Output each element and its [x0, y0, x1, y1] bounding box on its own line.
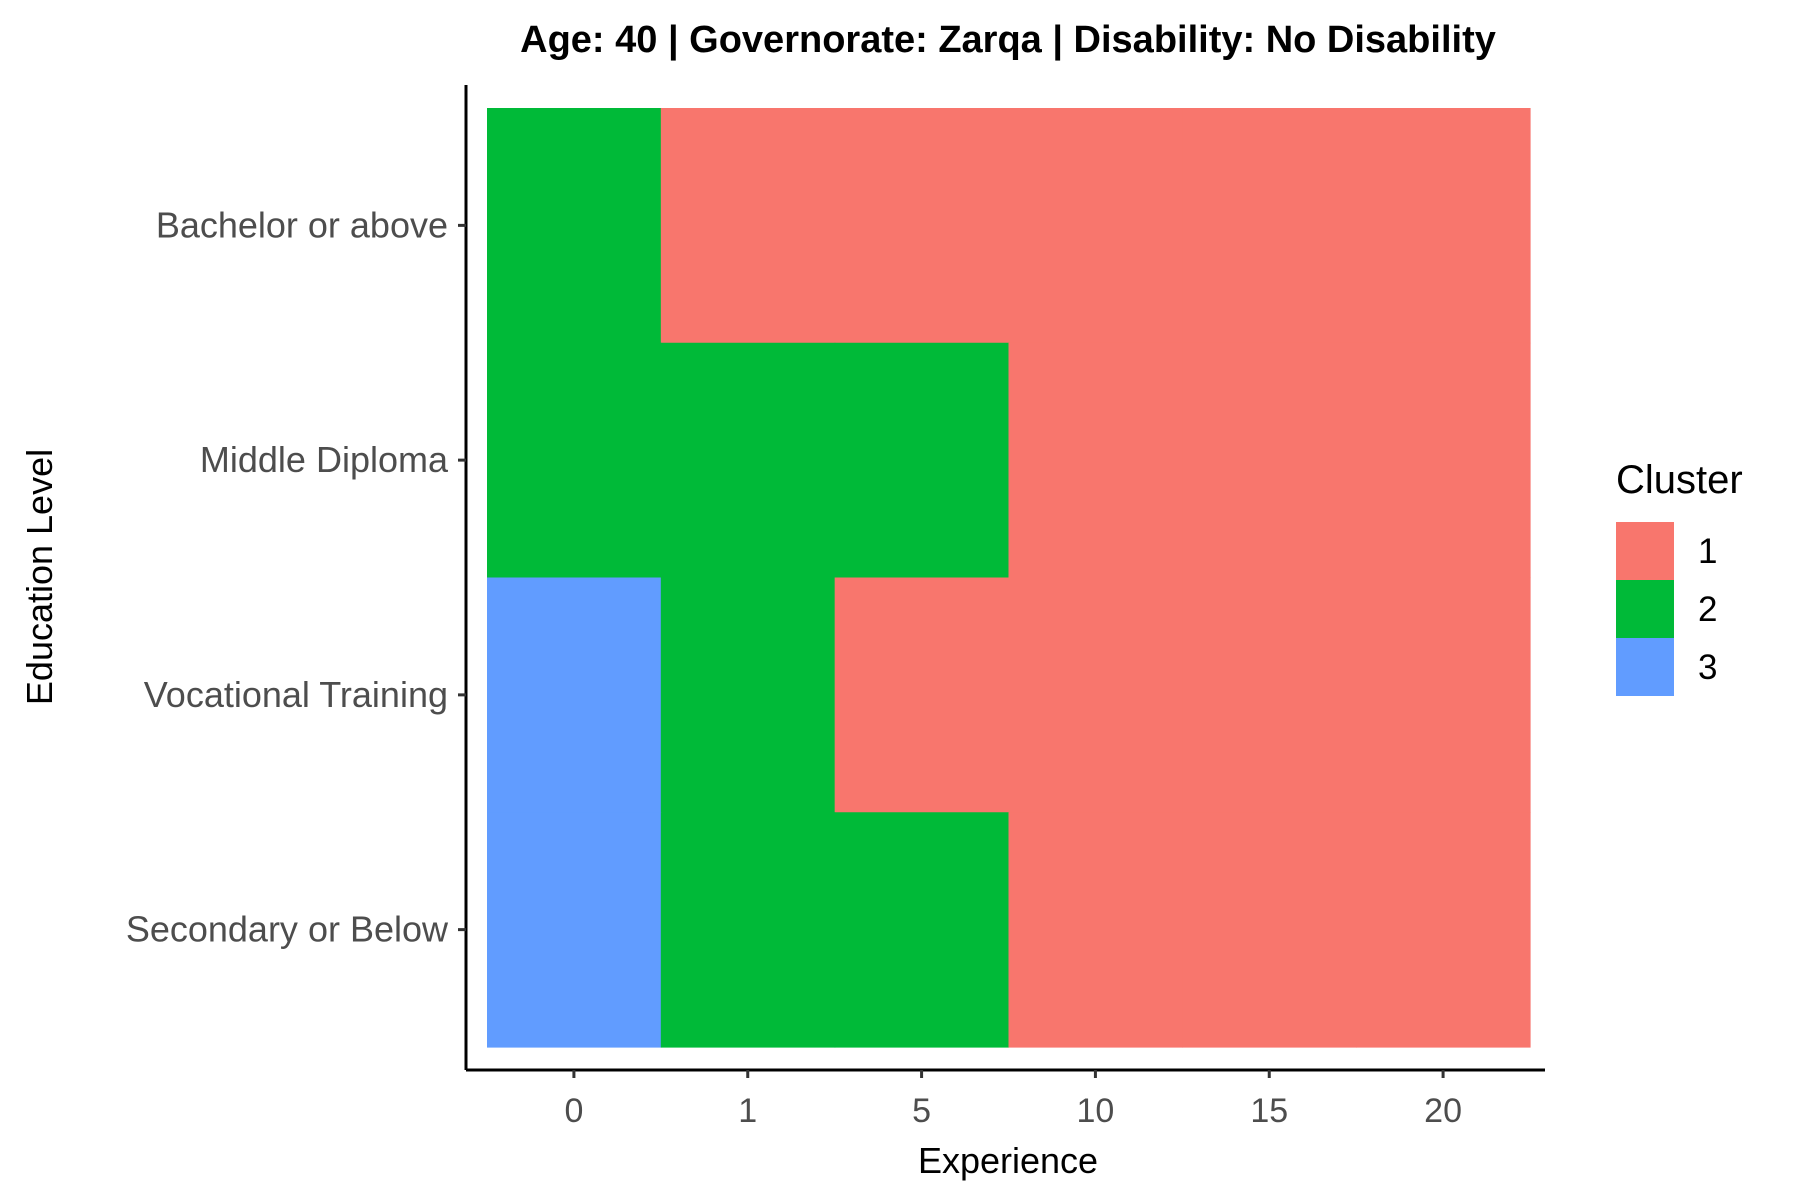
heatmap-tile — [660, 108, 836, 344]
heatmap-tile — [1008, 812, 1183, 1048]
legend-label: 3 — [1698, 648, 1717, 687]
legend-key — [1616, 522, 1674, 580]
y-tick-label: Bachelor or above — [156, 204, 448, 245]
heatmap-tile — [487, 108, 662, 344]
heatmap-tile — [660, 342, 836, 579]
heatmap-tile — [834, 342, 1010, 579]
x-tick-label: 20 — [1424, 1092, 1462, 1130]
legend-items: 1 2 3 — [1616, 522, 1717, 696]
x-ticks: 0 1 5 10 15 20 — [564, 1070, 1462, 1130]
x-tick-label: 5 — [912, 1092, 931, 1130]
tiles-layer — [487, 108, 1531, 1048]
heatmap-tile — [1182, 108, 1357, 344]
heatmap-tile — [834, 108, 1010, 344]
heatmap-tile — [660, 577, 836, 813]
heatmap-tile — [1008, 108, 1183, 344]
legend-key — [1616, 580, 1674, 638]
x-tick-label: 15 — [1250, 1092, 1288, 1130]
x-axis-title: Experience — [918, 1140, 1098, 1181]
y-tick-label: Secondary or Below — [126, 909, 449, 950]
x-tick-label: 0 — [564, 1092, 583, 1130]
heatmap-tile — [1008, 577, 1183, 813]
chart-title: Age: 40 | Governorate: Zarqa | Disabilit… — [520, 19, 1496, 61]
x-tick-label: 1 — [738, 1092, 757, 1130]
heatmap-tile — [660, 812, 836, 1048]
heatmap-tile — [834, 812, 1010, 1048]
heatmap-tile — [1182, 342, 1357, 579]
heatmap-tile — [1008, 342, 1183, 579]
y-axis-title: Education Level — [19, 449, 60, 705]
legend-title: Cluster — [1616, 458, 1743, 502]
x-tick-label: 10 — [1077, 1092, 1115, 1130]
heatmap-tile — [1356, 812, 1531, 1048]
y-ticks: Bachelor or above Middle Diploma Vocationa… — [126, 204, 466, 950]
heatmap-tile — [1356, 342, 1531, 579]
heatmap-tile — [1356, 577, 1531, 813]
heatmap-tile — [487, 577, 662, 813]
heatmap-tile — [1356, 108, 1531, 344]
legend: Cluster 1 2 3 — [1616, 458, 1743, 696]
heatmap-tile — [487, 342, 662, 579]
heatmap-tile — [1182, 577, 1357, 813]
legend-key — [1616, 638, 1674, 696]
heatmap-tile — [834, 577, 1010, 813]
heatmap-tile — [1182, 812, 1357, 1048]
y-tick-label: Middle Diploma — [200, 439, 449, 480]
y-tick-label: Vocational Training — [144, 674, 448, 715]
legend-label: 1 — [1698, 532, 1717, 571]
heatmap-tile — [487, 812, 662, 1048]
legend-label: 2 — [1698, 590, 1717, 629]
